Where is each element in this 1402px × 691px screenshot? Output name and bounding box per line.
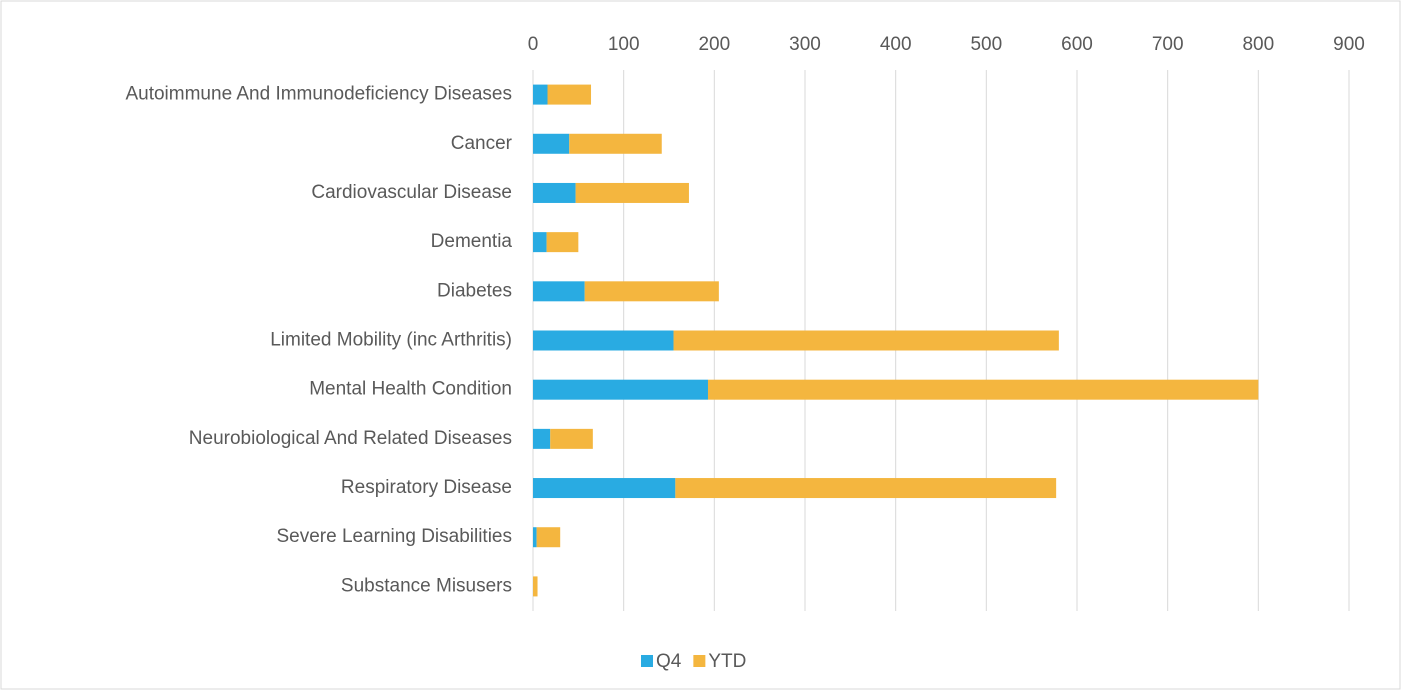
x-tick-label: 100 (608, 34, 640, 55)
bar-segment (546, 232, 579, 253)
bar-segment (569, 133, 662, 154)
x-tick-label: 700 (1152, 34, 1184, 55)
y-tick-label: Severe Learning Disabilities (276, 526, 512, 547)
bar-segment (533, 232, 547, 253)
bar-segment (533, 133, 570, 154)
y-tick-label: Autoimmune And Immunodeficiency Diseases (125, 84, 512, 105)
x-tick-label: 0 (528, 34, 539, 55)
bar-segment (533, 478, 676, 499)
bar-segment (673, 330, 1059, 351)
x-tick-label: 500 (970, 34, 1002, 55)
x-tick-label: 900 (1333, 34, 1365, 55)
bar-segment (707, 379, 1259, 400)
bar-segment (533, 330, 674, 351)
bar-segment (533, 182, 576, 203)
bar-segment (533, 84, 548, 105)
bar-segment (547, 84, 592, 105)
bar-segment (533, 428, 551, 449)
legend-swatch (693, 655, 706, 667)
legend-swatch (641, 655, 653, 667)
bar-segment (536, 527, 561, 548)
bar-segment (550, 428, 593, 449)
bar-segment (584, 281, 719, 302)
y-tick-label: Cancer (451, 133, 513, 154)
x-tick-label: 800 (1242, 34, 1274, 55)
y-tick-label: Substance Misusers (341, 575, 512, 596)
y-tick-label: Limited Mobility (inc Arthritis) (270, 330, 512, 351)
y-tick-label: Cardiovascular Disease (311, 182, 512, 203)
bar-segment (533, 281, 585, 302)
y-tick-label: Diabetes (437, 280, 512, 301)
legend-label: YTD (708, 651, 746, 672)
y-tick-label: Dementia (431, 231, 513, 252)
bar-segment (533, 379, 708, 400)
x-tick-label: 300 (789, 34, 821, 55)
y-tick-label: Respiratory Disease (341, 477, 512, 498)
x-tick-label: 200 (698, 34, 730, 55)
legend-label: Q4 (656, 651, 682, 672)
bar-segment (533, 576, 538, 597)
bar-segment (575, 182, 689, 203)
x-tick-label: 400 (880, 34, 912, 55)
x-tick-label: 600 (1061, 34, 1093, 55)
bar-segment (533, 527, 537, 548)
y-tick-label: Mental Health Condition (309, 379, 512, 400)
bar-segment (675, 478, 1057, 499)
y-tick-label: Neurobiological And Related Diseases (189, 428, 512, 449)
